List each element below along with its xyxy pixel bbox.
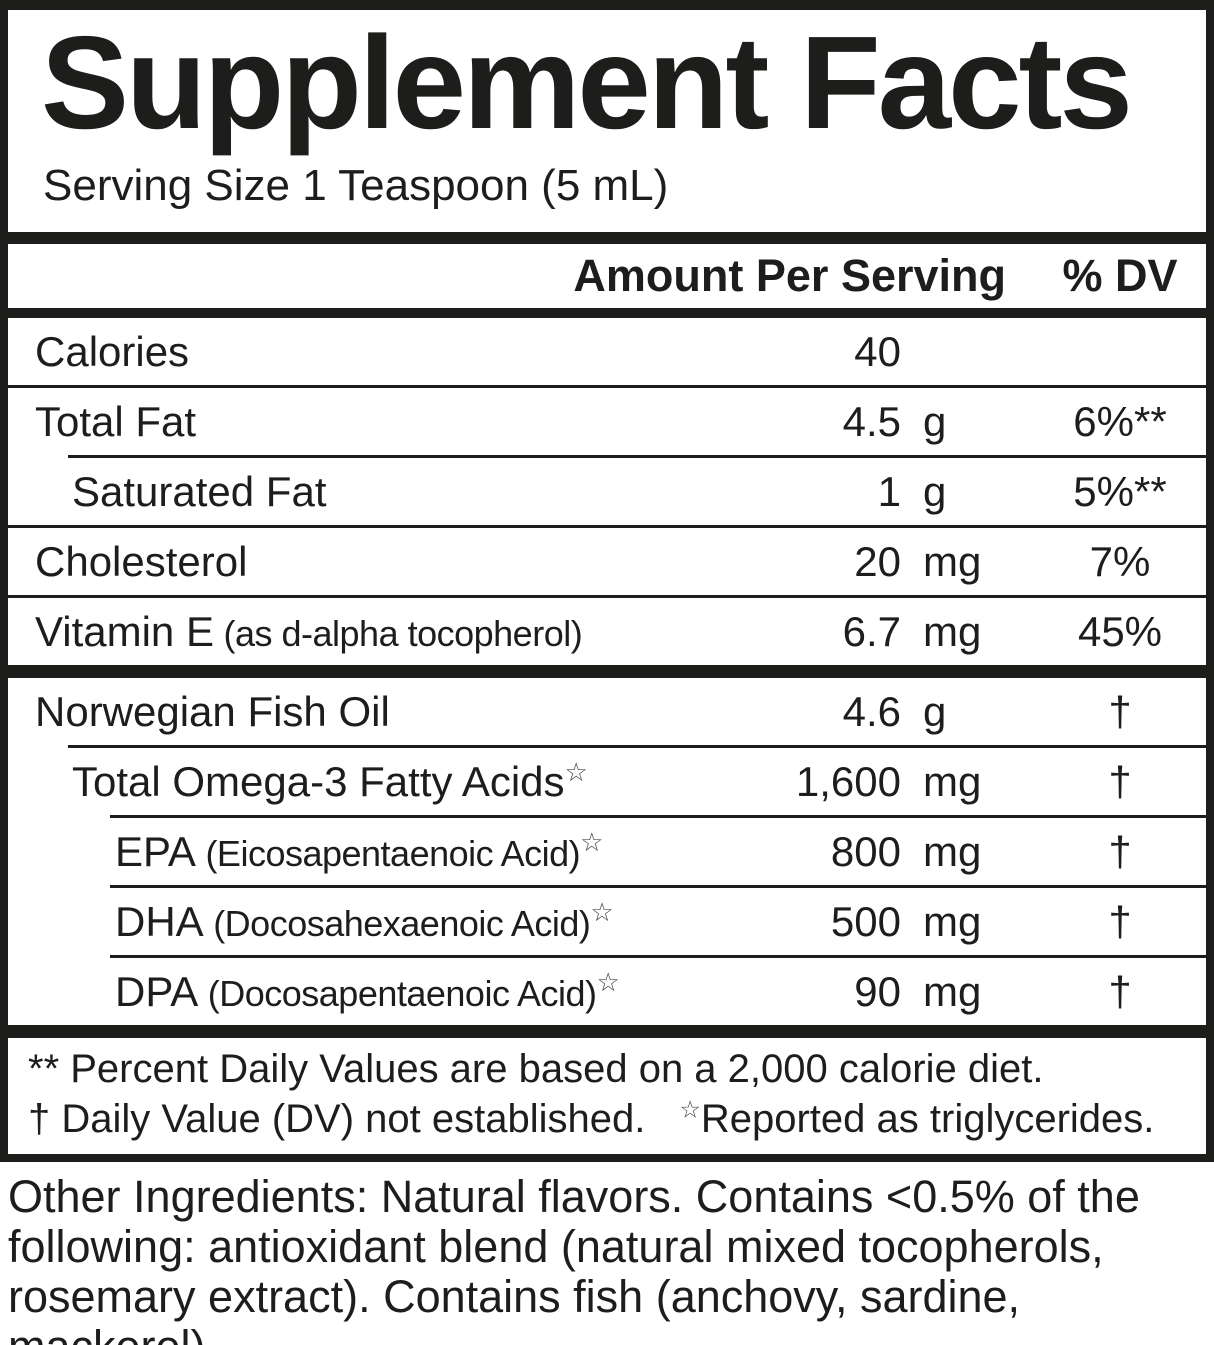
nutrient-name: EPA (Eicosapentaenoic Acid)☆ — [115, 827, 604, 875]
row-divider — [110, 955, 1206, 958]
nutrient-name: Cholesterol — [35, 537, 248, 585]
row-divider — [8, 385, 1206, 388]
other-ingredients-line: Other Ingredients: Natural flavors. Cont… — [8, 1171, 1140, 1222]
daily-value: † — [1108, 897, 1132, 945]
row-divider — [68, 455, 1206, 458]
dv-header: % DV — [1062, 250, 1178, 301]
amount-value: 500 — [830, 897, 901, 945]
nutrient-row: Vitamin E (as d-alpha tocopherol) 6.7 mg 45… — [8, 598, 1206, 665]
nutrient-row: DPA (Docosapentaenoic Acid)☆ 90 mg † — [8, 958, 1206, 1025]
star-note: ☆Reported as triglycerides. — [679, 1096, 1155, 1141]
main-nutrients-section: Calories 40 Total Fat 4.5 g 6%** Saturated Fat… — [8, 315, 1206, 665]
nutrient-name: Total Omega-3 Fatty Acids☆ — [72, 757, 588, 805]
amount-unit: mg — [923, 757, 982, 805]
divider-bar — [8, 665, 1206, 678]
percent-daily-value-note: ** Percent Daily Values are based on a 2… — [28, 1047, 1044, 1091]
row-divider — [8, 315, 1206, 318]
amount-value: 90 — [854, 967, 901, 1015]
daily-value: 6%** — [1073, 397, 1167, 445]
row-divider — [68, 745, 1206, 748]
nutrient-name: DPA (Docosapentaenoic Acid)☆ — [115, 967, 620, 1015]
star-icon: ☆ — [590, 897, 614, 927]
row-divider — [110, 885, 1206, 888]
dagger-note: † Daily Value (DV) not established. — [28, 1097, 646, 1141]
table-header-row: Amount Per Serving % DV — [8, 244, 1206, 308]
star-icon: ☆ — [564, 757, 588, 787]
serving-size: Serving Size 1 Teaspoon (5 mL) — [43, 160, 669, 210]
nutrient-name: Vitamin E (as d-alpha tocopherol) — [35, 607, 583, 655]
other-ingredients-line: following: antioxidant blend (natural mi… — [8, 1221, 1104, 1272]
nutrient-row: Norwegian Fish Oil 4.6 g † — [8, 678, 1206, 745]
amount-per-serving-header: Amount Per Serving — [573, 250, 1006, 301]
amount-unit: mg — [923, 537, 982, 585]
amount-value: 800 — [830, 827, 901, 875]
amount-unit: g — [923, 467, 947, 515]
nutrient-name: Calories — [35, 327, 190, 375]
daily-value: 45% — [1077, 607, 1163, 655]
other-ingredients-line: rosemary extract). Contains fish (anchov… — [8, 1271, 1021, 1345]
daily-value: † — [1108, 757, 1132, 805]
amount-unit: g — [923, 397, 947, 445]
star-icon: ☆ — [596, 967, 620, 997]
amount-unit: mg — [923, 827, 982, 875]
nutrient-name: Saturated Fat — [72, 467, 327, 515]
facts-box: Supplement Facts Serving Size 1 Teaspoon… — [0, 0, 1214, 1162]
nutrient-row: EPA (Eicosapentaenoic Acid)☆ 800 mg † — [8, 818, 1206, 885]
nutrient-row: Saturated Fat 1 g 5%** — [8, 458, 1206, 525]
amount-value: 1,600 — [795, 757, 901, 805]
amount-unit: mg — [923, 967, 982, 1015]
daily-value: 7% — [1089, 537, 1151, 585]
amount-unit: mg — [923, 607, 982, 655]
amount-value: 6.7 — [842, 607, 901, 655]
daily-value: † — [1108, 687, 1132, 735]
star-icon: ☆ — [679, 1096, 701, 1124]
nutrient-row: Cholesterol 20 mg 7% — [8, 528, 1206, 595]
nutrient-name: Total Fat — [35, 397, 197, 445]
divider-bar — [8, 308, 1206, 315]
star-icon: ☆ — [580, 827, 604, 857]
amount-value: 1 — [877, 467, 901, 515]
divider-bar — [8, 232, 1206, 244]
title-section: Supplement Facts Serving Size 1 Teaspoon… — [8, 10, 1206, 232]
amount-unit: mg — [923, 897, 982, 945]
nutrient-row: Total Fat 4.5 g 6%** — [8, 388, 1206, 455]
daily-value: † — [1108, 827, 1132, 875]
page-title: Supplement Facts — [41, 9, 1133, 156]
daily-value: † — [1108, 967, 1132, 1015]
footnotes: ** Percent Daily Values are based on a 2… — [8, 1038, 1206, 1154]
amount-unit: g — [923, 687, 947, 735]
footnote-line-2: † Daily Value (DV) not established. ☆Rep… — [28, 1094, 1190, 1144]
daily-value: 5%** — [1073, 467, 1167, 515]
other-ingredients: Other Ingredients: Natural flavors. Cont… — [0, 1172, 1214, 1345]
nutrient-name: DHA (Docosahexaenoic Acid)☆ — [115, 897, 614, 945]
nutrient-name: Norwegian Fish Oil — [35, 687, 390, 735]
amount-value: 40 — [854, 327, 901, 375]
divider-bar — [8, 1025, 1206, 1038]
amount-value: 20 — [854, 537, 901, 585]
nutrient-row: DHA (Docosahexaenoic Acid)☆ 500 mg † — [8, 888, 1206, 955]
nutrient-row: Calories 40 — [8, 318, 1206, 385]
amount-value: 4.6 — [842, 687, 901, 735]
row-divider — [110, 815, 1206, 818]
nutrient-row: Total Omega-3 Fatty Acids☆ 1,600 mg † — [8, 748, 1206, 815]
row-divider — [8, 525, 1206, 528]
fish-oil-section: Norwegian Fish Oil 4.6 g † Total Omega-3 Fat… — [8, 678, 1206, 1025]
amount-value: 4.5 — [842, 397, 901, 445]
row-divider — [8, 595, 1206, 598]
